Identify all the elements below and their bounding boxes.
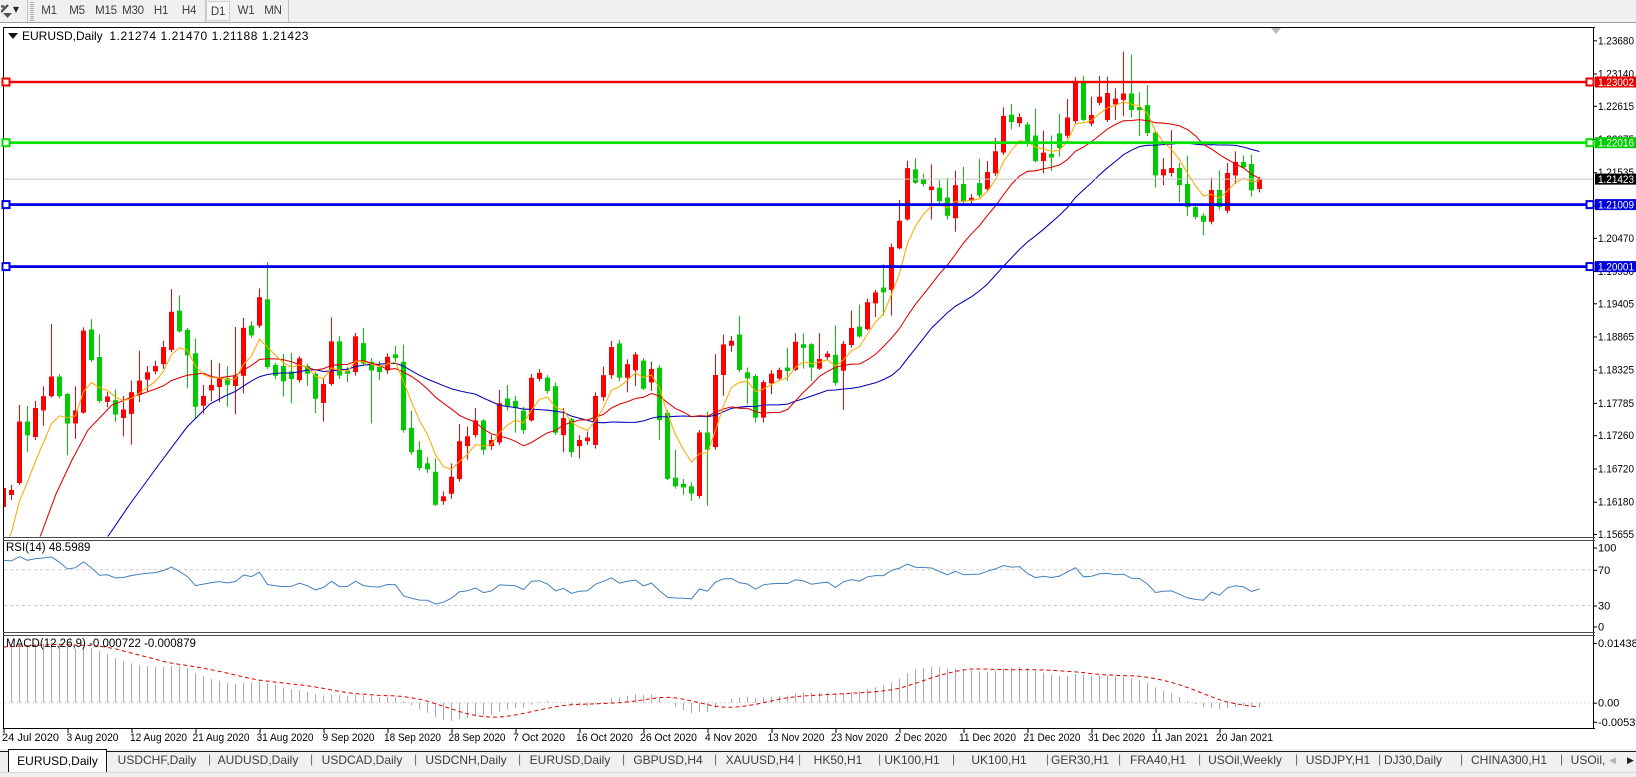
svg-text:3 Aug 2020: 3 Aug 2020: [67, 732, 119, 744]
svg-text:26 Oct 2020: 26 Oct 2020: [640, 732, 697, 744]
svg-text:1.16180: 1.16180: [1598, 497, 1634, 509]
svg-text:1.21009: 1.21009: [1598, 200, 1634, 212]
svg-text:0.014384: 0.014384: [1598, 638, 1636, 650]
svg-text:9 Sep 2020: 9 Sep 2020: [323, 732, 375, 744]
svg-text:1.22615: 1.22615: [1598, 101, 1634, 113]
svg-text:1.20470: 1.20470: [1598, 233, 1634, 245]
svg-text:100: 100: [1598, 543, 1616, 555]
svg-text:7 Oct 2020: 7 Oct 2020: [513, 732, 565, 744]
svg-text:RSI(14) 48.5989: RSI(14) 48.5989: [6, 542, 90, 554]
svg-text:23 Nov 2020: 23 Nov 2020: [831, 732, 888, 744]
svg-text:1.16720: 1.16720: [1598, 464, 1634, 476]
svg-text:31 Dec 2020: 31 Dec 2020: [1088, 732, 1145, 744]
svg-text:28 Sep 2020: 28 Sep 2020: [449, 732, 506, 744]
svg-text:1.19405: 1.19405: [1598, 298, 1634, 310]
svg-text:4 Nov 2020: 4 Nov 2020: [705, 732, 757, 744]
svg-text:-0.00539: -0.00539: [1598, 717, 1636, 729]
svg-text:70: 70: [1598, 565, 1610, 577]
svg-text:1.18865: 1.18865: [1598, 332, 1634, 344]
svg-text:30: 30: [1598, 601, 1610, 613]
svg-text:20 Jan 2021: 20 Jan 2021: [1216, 732, 1273, 744]
svg-text:MACD(12,26,9) -0.000722 -0.000: MACD(12,26,9) -0.000722 -0.000879: [6, 638, 196, 650]
svg-text:21 Dec 2020: 21 Dec 2020: [1024, 732, 1081, 744]
svg-text:18 Sep 2020: 18 Sep 2020: [384, 732, 441, 744]
svg-text:21 Aug 2020: 21 Aug 2020: [193, 732, 250, 744]
svg-text:11 Jan 2021: 11 Jan 2021: [1152, 732, 1209, 744]
svg-text:24 Jul 2020: 24 Jul 2020: [2, 732, 59, 744]
svg-text:1.15655: 1.15655: [1598, 529, 1634, 541]
svg-text:1.18325: 1.18325: [1598, 365, 1634, 377]
svg-text:EURUSD,Daily 1.21274 1.21470: EURUSD,Daily 1.21274 1.21470 1.21188 1.2…: [22, 29, 309, 43]
svg-text:1.17785: 1.17785: [1598, 398, 1634, 410]
svg-text:13 Nov 2020: 13 Nov 2020: [768, 732, 825, 744]
svg-text:1.20001: 1.20001: [1598, 262, 1634, 274]
svg-text:11 Dec 2020: 11 Dec 2020: [959, 732, 1016, 744]
svg-text:0: 0: [1598, 622, 1604, 634]
svg-text:1.23002: 1.23002: [1598, 77, 1634, 89]
svg-text:1.23680: 1.23680: [1598, 35, 1634, 47]
svg-text:2 Dec 2020: 2 Dec 2020: [895, 732, 947, 744]
svg-text:12 Aug 2020: 12 Aug 2020: [130, 732, 187, 744]
svg-text:0.00: 0.00: [1598, 698, 1619, 710]
svg-text:31 Aug 2020: 31 Aug 2020: [257, 732, 314, 744]
svg-text:1.22016: 1.22016: [1598, 138, 1634, 150]
svg-text:1.17260: 1.17260: [1598, 430, 1634, 442]
svg-text:1.21423: 1.21423: [1598, 174, 1634, 186]
svg-text:16 Oct 2020: 16 Oct 2020: [576, 732, 633, 744]
